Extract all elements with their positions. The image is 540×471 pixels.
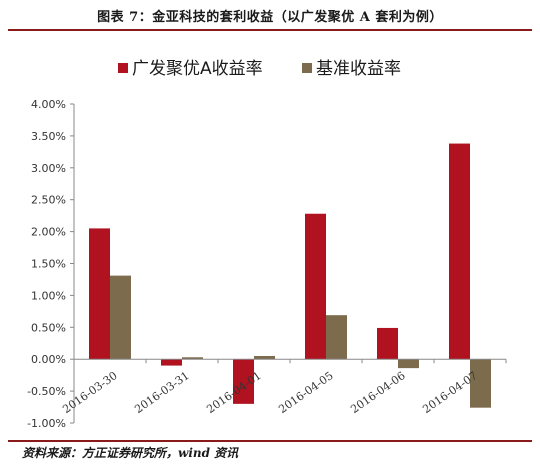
- y-tick-label: 0.50%: [31, 321, 66, 334]
- figure-title: 图表 7：金亚科技的套利收益（以广发聚优 A 套利为例）: [97, 10, 443, 25]
- bar-series2-2016-04-07: [470, 359, 491, 408]
- legend-swatch-2: [302, 63, 312, 73]
- bottom-rule: [8, 440, 532, 442]
- x-tick-label: 2016-03-30: [60, 369, 119, 416]
- x-axis: 2016-03-30 2016-03-31 2016-04-01 2016-04-05…: [60, 358, 507, 416]
- legend-swatch-1: [118, 63, 128, 73]
- y-tick-label: 3.50%: [31, 130, 66, 143]
- y-tick-label: 3.00%: [31, 162, 66, 175]
- y-tick-label: 1.50%: [31, 258, 66, 271]
- top-rule: [8, 29, 532, 31]
- y-axis: 4.00% 3.50% 3.00% 2.50% 2.00% 1.50% 1.00% 0.50%…: [27, 98, 75, 430]
- bar-series1-2016-04-01: [233, 359, 254, 404]
- legend-label-1: 广发聚优A收益率: [132, 59, 263, 79]
- y-tick-label: -0.50%: [27, 385, 66, 398]
- x-tick-label: 2016-04-05: [276, 369, 335, 416]
- y-tick-label: -1.00%: [27, 417, 66, 430]
- bar-series2-2016-03-31: [182, 357, 203, 360]
- bar-series2-2016-04-05: [326, 315, 347, 360]
- y-tick-label: 1.00%: [31, 289, 66, 302]
- x-tick-label: 2016-03-31: [132, 369, 191, 416]
- legend-label-2: 基准收益率: [316, 59, 401, 79]
- y-tick-label: 2.00%: [31, 226, 66, 239]
- bar-series2-2016-04-01: [254, 356, 275, 360]
- bar-series1-2016-04-07: [449, 143, 470, 360]
- x-tick-label: 2016-04-06: [348, 369, 407, 416]
- bar-series1-2016-03-30: [89, 228, 110, 360]
- bar-chart: 广发聚优A收益率 基准收益率 4.00% 3.50% 3.00% 2.50% 2.00% 1…: [27, 59, 507, 430]
- bar-series1-2016-03-31: [161, 359, 182, 366]
- y-tick-label: 0.00%: [31, 353, 66, 366]
- bars: [89, 143, 491, 408]
- y-tick-label: 4.00%: [31, 98, 66, 111]
- bar-series2-2016-04-06: [398, 359, 419, 369]
- source-note: 资料来源：方正证券研究所，wind 资讯: [22, 446, 239, 460]
- legend: 广发聚优A收益率 基准收益率: [118, 59, 401, 79]
- bar-series2-2016-03-30: [110, 275, 131, 360]
- bar-series1-2016-04-05: [305, 213, 326, 360]
- y-tick-label: 2.50%: [31, 194, 66, 207]
- bar-series1-2016-04-06: [377, 327, 398, 360]
